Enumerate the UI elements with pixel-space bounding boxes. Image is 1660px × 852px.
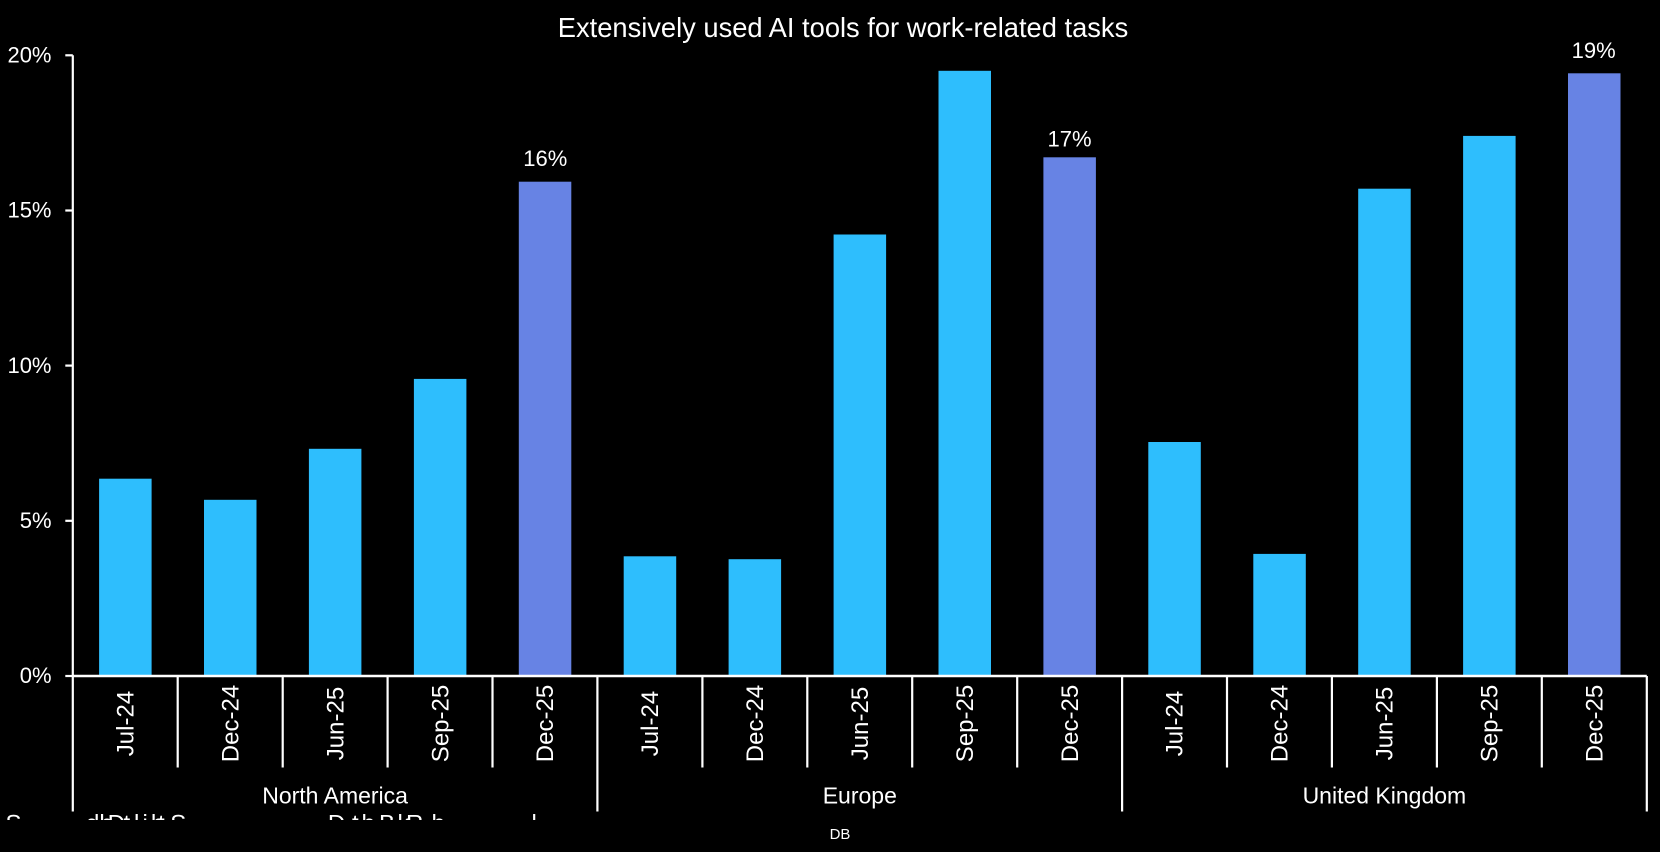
svg-text:Dec-25: Dec-25: [1581, 685, 1608, 762]
svg-text:Jun-25: Jun-25: [847, 687, 874, 760]
svg-text:Dec-25: Dec-25: [1057, 685, 1084, 762]
svg-text:Jun-25: Jun-25: [322, 687, 349, 760]
svg-text:Sep-25: Sep-25: [952, 685, 979, 762]
svg-text:Extensively used AI tools for: Extensively used AI tools for work-relat…: [558, 12, 1128, 43]
svg-text:Jul-24: Jul-24: [637, 691, 664, 756]
svg-text:United Kingdom: United Kingdom: [1303, 783, 1467, 809]
svg-text:Dec-24: Dec-24: [742, 685, 769, 762]
svg-text:Jul-24: Jul-24: [113, 691, 140, 756]
svg-text:Dec-25: Dec-25: [532, 685, 559, 762]
svg-text:Jul-24: Jul-24: [1162, 691, 1189, 756]
svg-text:Europe: Europe: [823, 783, 897, 809]
svg-text:Sep-25: Sep-25: [1477, 685, 1504, 762]
svg-text:DB: DB: [830, 826, 851, 843]
svg-text:16%: 16%: [523, 146, 567, 171]
svg-text:Sep-25: Sep-25: [427, 685, 454, 762]
svg-text:Jun-25: Jun-25: [1372, 687, 1399, 760]
svg-text:15%: 15%: [7, 198, 51, 223]
svg-text:10%: 10%: [7, 353, 51, 378]
svg-text:20%: 20%: [7, 43, 51, 68]
svg-text:Dec-24: Dec-24: [1267, 685, 1294, 762]
svg-text:5%: 5%: [20, 508, 52, 533]
svg-text:19%: 19%: [1572, 38, 1616, 63]
svg-text:Dec-24: Dec-24: [217, 685, 244, 762]
svg-text:North America: North America: [262, 783, 408, 809]
svg-text:0%: 0%: [20, 663, 52, 688]
svg-text:17%: 17%: [1047, 127, 1091, 152]
